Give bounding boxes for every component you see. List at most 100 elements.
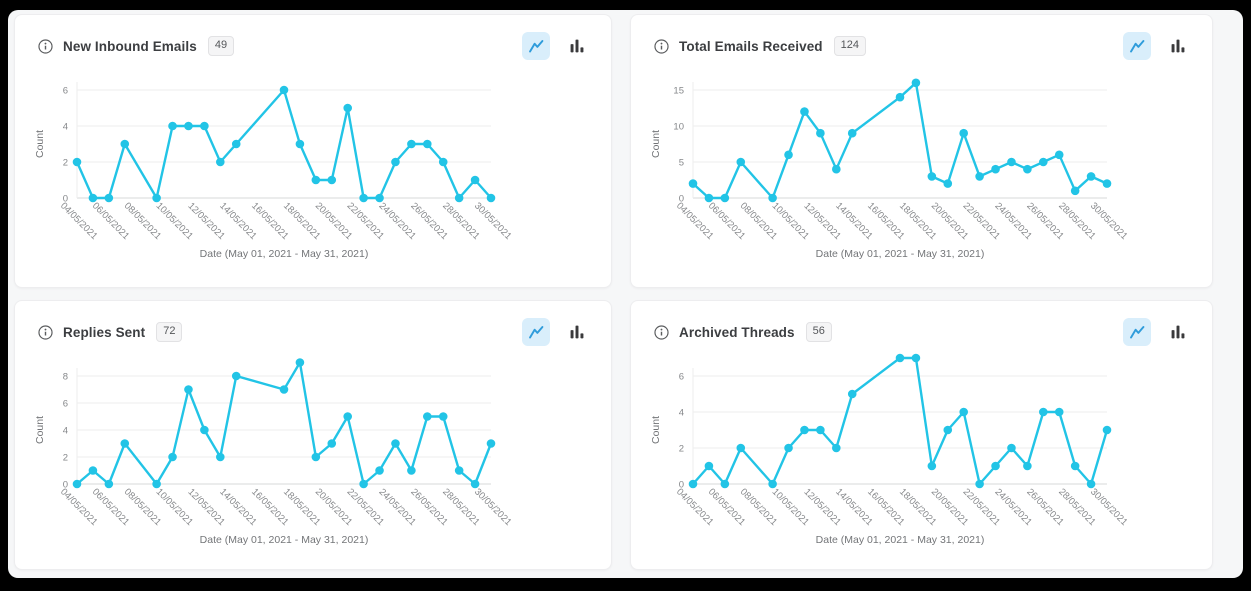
data-point[interactable] bbox=[88, 466, 98, 475]
data-point[interactable] bbox=[200, 425, 209, 435]
data-point[interactable] bbox=[975, 479, 984, 489]
data-point[interactable] bbox=[784, 150, 793, 160]
data-point[interactable] bbox=[486, 193, 496, 203]
data-point[interactable] bbox=[736, 157, 746, 167]
data-point[interactable] bbox=[1039, 407, 1048, 417]
line-chart-toggle[interactable] bbox=[522, 318, 550, 346]
data-point[interactable] bbox=[800, 425, 809, 435]
data-point[interactable] bbox=[88, 193, 98, 203]
data-point[interactable] bbox=[1070, 186, 1080, 196]
bar-chart-toggle[interactable] bbox=[563, 32, 591, 60]
data-point[interactable] bbox=[1102, 425, 1112, 435]
data-point[interactable] bbox=[911, 78, 921, 88]
data-point[interactable] bbox=[184, 385, 193, 394]
data-point[interactable] bbox=[311, 452, 321, 462]
data-point[interactable] bbox=[1007, 443, 1016, 453]
data-point[interactable] bbox=[375, 466, 384, 475]
info-button[interactable] bbox=[37, 324, 54, 341]
line-chart-toggle[interactable] bbox=[1123, 32, 1151, 60]
data-point[interactable] bbox=[72, 479, 82, 489]
data-point[interactable] bbox=[1086, 479, 1096, 489]
data-point[interactable] bbox=[327, 439, 337, 448]
data-point[interactable] bbox=[423, 412, 432, 421]
data-point[interactable] bbox=[975, 172, 984, 181]
data-point[interactable] bbox=[895, 92, 905, 102]
data-point[interactable] bbox=[168, 121, 177, 131]
info-button[interactable] bbox=[37, 38, 54, 55]
data-point[interactable] bbox=[927, 172, 937, 181]
data-point[interactable] bbox=[423, 139, 432, 149]
data-point[interactable] bbox=[152, 479, 161, 489]
data-point[interactable] bbox=[768, 479, 777, 489]
info-button[interactable] bbox=[653, 38, 670, 55]
data-point[interactable] bbox=[407, 466, 416, 475]
data-point[interactable] bbox=[359, 479, 368, 489]
data-point[interactable] bbox=[470, 175, 480, 185]
bar-chart-toggle[interactable] bbox=[563, 318, 591, 346]
data-point[interactable] bbox=[991, 164, 1000, 174]
data-point[interactable] bbox=[486, 439, 496, 448]
data-point[interactable] bbox=[391, 157, 400, 167]
data-point[interactable] bbox=[470, 479, 480, 489]
data-point[interactable] bbox=[184, 121, 193, 131]
data-point[interactable] bbox=[832, 164, 841, 174]
line-chart-toggle[interactable] bbox=[1123, 318, 1151, 346]
data-point[interactable] bbox=[720, 479, 730, 489]
data-point[interactable] bbox=[768, 193, 777, 203]
data-point[interactable] bbox=[991, 461, 1000, 471]
data-point[interactable] bbox=[1007, 157, 1016, 167]
data-point[interactable] bbox=[231, 371, 241, 381]
data-point[interactable] bbox=[168, 452, 177, 462]
data-point[interactable] bbox=[1054, 150, 1064, 160]
data-point[interactable] bbox=[1070, 461, 1080, 471]
data-point[interactable] bbox=[1086, 172, 1096, 181]
data-point[interactable] bbox=[279, 385, 289, 394]
data-point[interactable] bbox=[216, 452, 225, 462]
data-point[interactable] bbox=[359, 193, 368, 203]
data-point[interactable] bbox=[279, 85, 289, 95]
data-point[interactable] bbox=[816, 128, 825, 138]
data-point[interactable] bbox=[1102, 179, 1112, 188]
data-point[interactable] bbox=[104, 479, 114, 489]
data-point[interactable] bbox=[1039, 157, 1048, 167]
info-button[interactable] bbox=[653, 324, 670, 341]
data-point[interactable] bbox=[1023, 164, 1032, 174]
data-point[interactable] bbox=[895, 353, 905, 363]
data-point[interactable] bbox=[784, 443, 793, 453]
data-point[interactable] bbox=[375, 193, 384, 203]
data-point[interactable] bbox=[295, 139, 305, 149]
data-point[interactable] bbox=[72, 157, 82, 167]
bar-chart-toggle[interactable] bbox=[1164, 32, 1192, 60]
data-point[interactable] bbox=[216, 157, 225, 167]
data-point[interactable] bbox=[911, 353, 921, 363]
data-point[interactable] bbox=[1054, 407, 1064, 417]
data-point[interactable] bbox=[959, 407, 968, 417]
data-point[interactable] bbox=[847, 389, 857, 399]
data-point[interactable] bbox=[200, 121, 209, 131]
data-point[interactable] bbox=[407, 139, 416, 149]
data-point[interactable] bbox=[832, 443, 841, 453]
data-point[interactable] bbox=[800, 107, 809, 116]
data-point[interactable] bbox=[816, 425, 825, 435]
data-point[interactable] bbox=[343, 412, 352, 421]
data-point[interactable] bbox=[343, 103, 352, 113]
data-point[interactable] bbox=[120, 139, 130, 149]
data-point[interactable] bbox=[295, 358, 305, 367]
data-point[interactable] bbox=[847, 128, 857, 138]
data-point[interactable] bbox=[327, 175, 337, 185]
data-point[interactable] bbox=[438, 412, 448, 421]
data-point[interactable] bbox=[454, 466, 464, 475]
data-point[interactable] bbox=[438, 157, 448, 167]
data-point[interactable] bbox=[943, 425, 953, 435]
bar-chart-toggle[interactable] bbox=[1164, 318, 1192, 346]
data-point[interactable] bbox=[736, 443, 746, 453]
data-point[interactable] bbox=[231, 139, 241, 149]
data-point[interactable] bbox=[943, 179, 953, 188]
data-point[interactable] bbox=[104, 193, 114, 203]
data-point[interactable] bbox=[152, 193, 161, 203]
data-point[interactable] bbox=[720, 193, 730, 203]
data-point[interactable] bbox=[704, 461, 714, 471]
data-point[interactable] bbox=[120, 439, 130, 448]
data-point[interactable] bbox=[704, 193, 714, 203]
data-point[interactable] bbox=[454, 193, 464, 203]
